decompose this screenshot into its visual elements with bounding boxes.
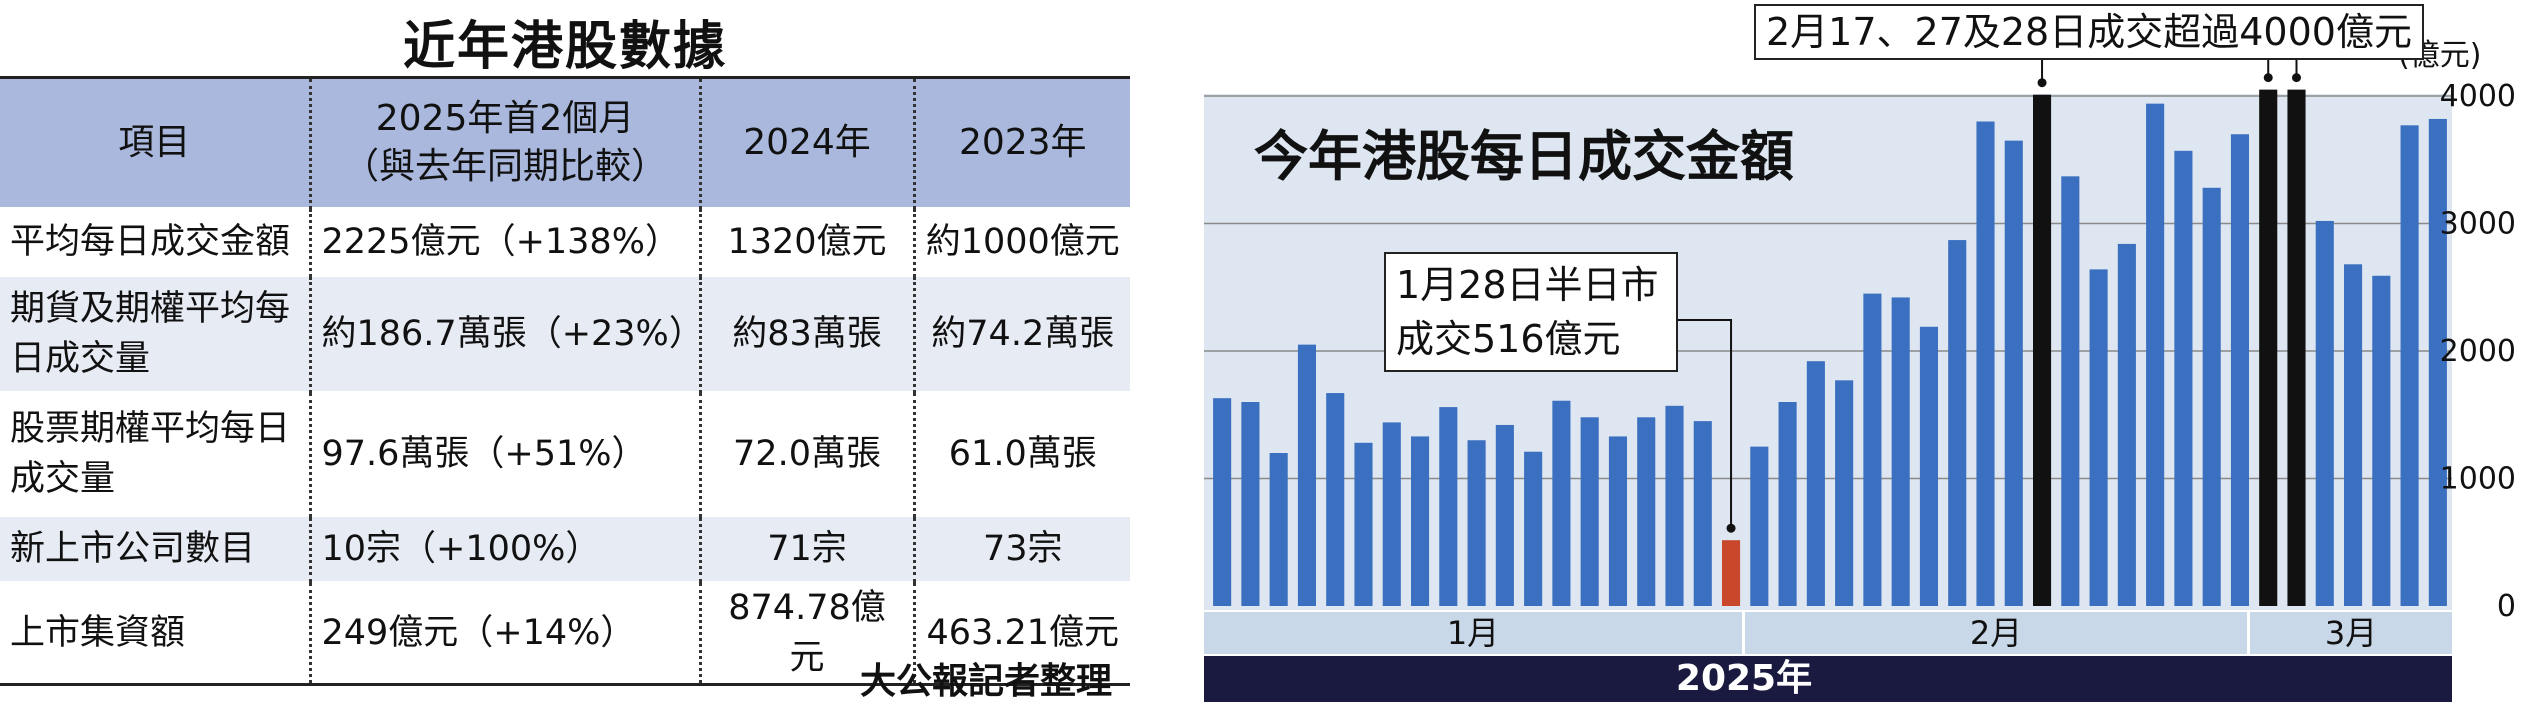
y-tick-label: 0 [2497,589,2516,624]
cell-2025: 約186.7萬張（+23%） [308,276,704,393]
table-row: 期貨及期權平均每日成交量 約186.7萬張（+23%） 約83萬張 約74.2萬… [0,276,1130,393]
bar-over-4000 [2259,89,2278,606]
daily-turnover-chart: 0 1000 2000 3000 4000 [1204,60,2516,624]
bar [1410,436,1430,606]
table-title: 近年港股數據 [402,17,727,77]
year-label: 2025年 [1675,658,1813,699]
bar [1693,421,1712,606]
cell-2024: 約83萬張 [698,276,914,393]
month-label-jan: 1月 [1446,614,1500,652]
bar [1326,393,1345,606]
bar [1467,440,1486,606]
bar [1241,402,1260,606]
chart-title: 今年港股每日成交金額 [1254,125,1794,188]
bar [1948,240,1967,606]
header-2023: 2023年 [912,76,1130,209]
cell-2023: 463.21億元 [912,582,1130,686]
bar [2343,264,2363,606]
bar [2146,103,2165,607]
bar [1976,121,1995,606]
bar-half-day [1721,540,1741,606]
header-item: 項目 [0,76,310,209]
row-label: 期貨及期權平均每日成交量 [0,276,310,393]
cell-2025: 10宗（+100%） [308,516,700,583]
bar [2061,176,2080,606]
bar [1297,344,1317,606]
bar [1863,293,1882,606]
y-tick-label: 4000 [2440,79,2516,114]
year-axis-bar [1204,656,2452,702]
header-2024: 2024年 [698,76,914,209]
bar [1524,451,1543,606]
row-label: 新上市公司數目 [0,516,310,583]
month-axis-bar [1204,612,2452,654]
bar [1919,326,1939,606]
header-2025: 2025年首2個月 （與去年同期比較） [308,76,700,209]
bar [1637,417,1656,606]
table-row: 平均每日成交金額 2225億元（+138%） 1320億元 約1000億元 [0,208,1130,277]
cell-2024: 1320億元 [698,208,914,277]
bar [2202,187,2221,607]
month-label-feb: 2月 [1969,614,2023,652]
month-divider [1742,612,1745,654]
bar [2372,275,2391,606]
bar [1665,405,1684,606]
y-tick-label: 2000 [2440,334,2516,369]
table-header-row: 項目 2025年首2個月 （與去年同期比較） 2024年 2023年 [0,76,1130,209]
bar [1354,442,1373,606]
bar [1891,297,1910,606]
bar [1778,402,1797,606]
cell-2024: 72.0萬張 [698,392,914,517]
month-divider [2247,612,2250,654]
bar [1495,424,1514,606]
y-tick-label: 3000 [2440,207,2516,242]
table-row: 股票期權平均每日成交量 97.6萬張（+51%） 72.0萬張 61.0萬張 [0,392,1130,517]
bar [2004,140,2023,606]
cell-2024: 71宗 [698,516,914,583]
y-tick-label: 1000 [2440,462,2516,497]
bar [1835,380,1854,606]
row-label: 平均每日成交金額 [0,208,310,277]
cell-2024: 874.78億元 [698,582,914,686]
cell-2025: 249億元（+14%） [308,582,700,686]
cell-2023: 約1000億元 [912,208,1130,277]
month-label-mar: 3月 [2324,614,2378,652]
bar [2230,134,2250,606]
cell-2023: 61.0萬張 [912,392,1130,517]
bar [2315,220,2334,606]
cell-2025: 2225億元（+138%） [308,208,700,277]
bar [1439,407,1458,606]
bar [1806,361,1825,606]
bar [2400,125,2419,606]
cell-2023: 73宗 [912,516,1130,583]
bar [1750,446,1769,606]
table-row: 新上市公司數目 10宗（+100%） 71宗 73宗 [0,516,1130,583]
bar-over-4000 [2032,94,2052,606]
bar [1213,398,1232,606]
bar [1608,436,1628,606]
row-label: 上市集資額 [0,582,310,686]
bar [1269,453,1288,606]
bar [2428,118,2447,606]
bar [2174,150,2193,606]
row-label: 股票期權平均每日成交量 [0,392,310,517]
bar [1580,417,1599,606]
bar [1552,400,1571,606]
bar [2089,269,2108,606]
half-day-callout: 1月28日半日市 成交516億元 [1384,252,1678,372]
daily-turnover-chart-panel: 0 1000 2000 3000 4000 今年港股每日成交金額 (億元) 2月17、2… [1204,0,2524,714]
bar [1382,422,1401,606]
over-4000-callout: 2月17、27及28日成交超過4000億元 [1754,4,2424,60]
table-row: 上市集資額 249億元（+14%） 874.78億元 463.21億元 [0,582,1130,686]
hk-stock-data-table-panel: 近年港股數據 項目 2025年首2個月 （與去年同期比較） 2024年 2023… [0,0,1130,714]
hk-stock-data-table: 項目 2025年首2個月 （與去年同期比較） 2024年 2023年 平均每日成… [0,76,1130,686]
bar-over-4000 [2287,89,2306,606]
cell-2023: 約74.2萬張 [912,276,1130,393]
bar [2117,243,2136,606]
cell-2025: 97.6萬張（+51%） [308,392,700,517]
table-credit: 大公報記者整理 [859,661,1112,702]
